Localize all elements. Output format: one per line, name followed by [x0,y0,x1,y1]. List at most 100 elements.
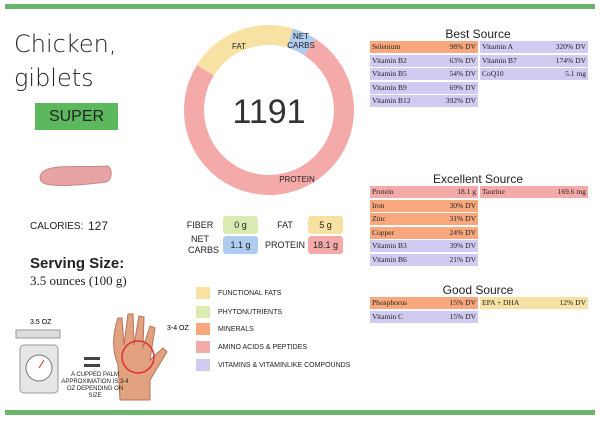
macro-value: 5 g [308,216,343,234]
source-title: Excellent Source [432,172,524,186]
nutrient-amount: 69% DV [449,82,476,92]
meat [39,165,112,186]
legend-text: VITAMINS & VITAMINLIKE COMPOUNDS [218,362,351,369]
nutrient-name: Vitamin B12 [372,96,411,105]
legend-text: FUNCTIONAL FATS [218,290,282,297]
macro-label: FIBER [186,220,214,230]
nutrient-row: Taurine 169.6 mg [480,186,588,198]
food-image [39,165,112,186]
macro-value: 1.1 g [223,236,258,254]
donut-center: 1191 [232,93,305,131]
weight-label: 3.5 OZ [30,319,52,326]
nutrient-name: Zinc [372,214,386,223]
illustration-note: A CUPPED PALM APPROXIMATION IS 3-4 OZ DE… [61,372,129,399]
legend-swatch [196,341,210,353]
donut-label: FAT [231,42,247,51]
legend-swatch [196,306,210,318]
nutrient-amount: 15% DV [449,298,476,307]
donut-label: NET CARBS [287,32,315,50]
nutrient-name: Vitamin B6 [372,254,407,264]
nutrient-amount: 54% DV [449,69,476,78]
nutrient-name: Copper [372,227,395,237]
macro-value: 18.1 g [308,236,343,254]
source-title: Best Source [445,27,511,41]
nutrient-amount: 392% DV [445,96,476,105]
legend-text: PHYTONUTRIENTS [218,309,283,316]
nutrient-name: Iron [372,200,385,210]
nutrient-amount: 18.1 g [457,187,476,196]
badge: SUPER [35,103,118,130]
nutrient-row: Zinc 31% DV [370,213,478,225]
nutrient-row: Vitamin B3 39% DV [370,240,478,252]
nutrient-amount: 21% DV [449,254,476,264]
equals [84,357,100,367]
nutrient-amount: 174% DV [555,55,586,65]
nutrient-name: EPA + DHA [482,298,520,307]
nutrient-name: Selenium [372,42,401,51]
legend-swatch [196,323,210,335]
nutrient-row: Iron 30% DV [370,199,478,212]
top-bar [5,4,595,9]
source-title: Good Source [442,283,514,297]
donut-segment [184,38,354,195]
bottom-bar [5,410,595,415]
serving-label: Serving Size: [30,255,125,272]
nutrient-name: Vitamin B5 [372,69,407,78]
nutrient-amount: 15% DV [449,311,476,321]
legend-swatch [196,287,210,299]
nutrient-amount: 63% DV [449,55,476,65]
serving: 3.5 ounces (100 g) [30,273,127,288]
hand-label: 3-4 OZ [167,325,190,332]
scale [15,329,61,394]
donut-segment [287,28,315,56]
nutrient-row: Copper 24% DV [370,226,478,239]
nutrient-name: Vitamin A [482,42,514,51]
nutrient-row: Protein 18.1 g [370,186,478,198]
nutrient-row: Vitamin B5 54% DV [370,68,478,80]
nutrient-name: Vitamin B3 [372,241,407,250]
macro-label: FAT [277,220,293,230]
food-title: Chicken, giblets [14,30,117,92]
nutrient-amount: 12% DV [559,298,586,307]
nutrient-name: CoQ10 [482,69,504,78]
nutrient-amount: 98% DV [449,42,476,51]
legend-swatch [196,359,210,371]
nutrient-row: Vitamin B9 69% DV [370,81,478,94]
nutrient-amount: 31% DV [449,214,476,223]
nutrient-amount: 30% DV [449,200,476,210]
donut-segment [196,25,293,76]
nutrient-name: Vitamin B7 [482,55,517,65]
nutrient-name: Taurine [482,187,505,196]
legend-text: AMINO ACIDS & PEPTIDES [218,344,308,351]
nutrient-row: Vitamin A 320% DV [480,41,588,53]
nutrient-row: CoQ10 5.1 mg [480,68,588,80]
macro-label: NET CARBS [188,234,220,255]
macro-label: PROTEIN [265,240,306,250]
macro-value: 0 g [223,216,258,234]
nutrient-name: Phosphorus [372,298,408,307]
nutrient-row: Selenium 98% DV [370,41,478,53]
nutrient-row: Vitamin C 15% DV [370,310,478,323]
nutrient-row: Vitamin B2 63% DV [370,54,478,67]
nutrient-name: Vitamin C [372,311,404,321]
nutrient-amount: 5.1 mg [565,69,586,78]
nutrient-amount: 169.6 mg [557,187,586,196]
nutrient-row: Phosphorus 15% DV [370,297,478,309]
calories: 127 [88,219,109,233]
nutrient-name: Vitamin B2 [372,55,407,65]
nutrient-amount: 24% DV [449,227,476,237]
nutrient-amount: 320% DV [555,42,586,51]
donut-label: PROTEIN [279,175,315,184]
nutrient-name: Protein [372,187,394,196]
nutrient-row: Vitamin B6 21% DV [370,253,478,266]
legend-text: MINERALS [218,326,254,333]
nutrient-row: Vitamin B12 392% DV [370,95,478,107]
nutrient-name: Vitamin B9 [372,82,407,92]
nutrient-row: Vitamin B7 174% DV [480,54,588,67]
calories-label: CALORIES: [30,221,84,232]
hand [113,313,168,401]
nutrient-amount: 39% DV [449,241,476,250]
nutrient-row: EPA + DHA 12% DV [480,297,588,309]
